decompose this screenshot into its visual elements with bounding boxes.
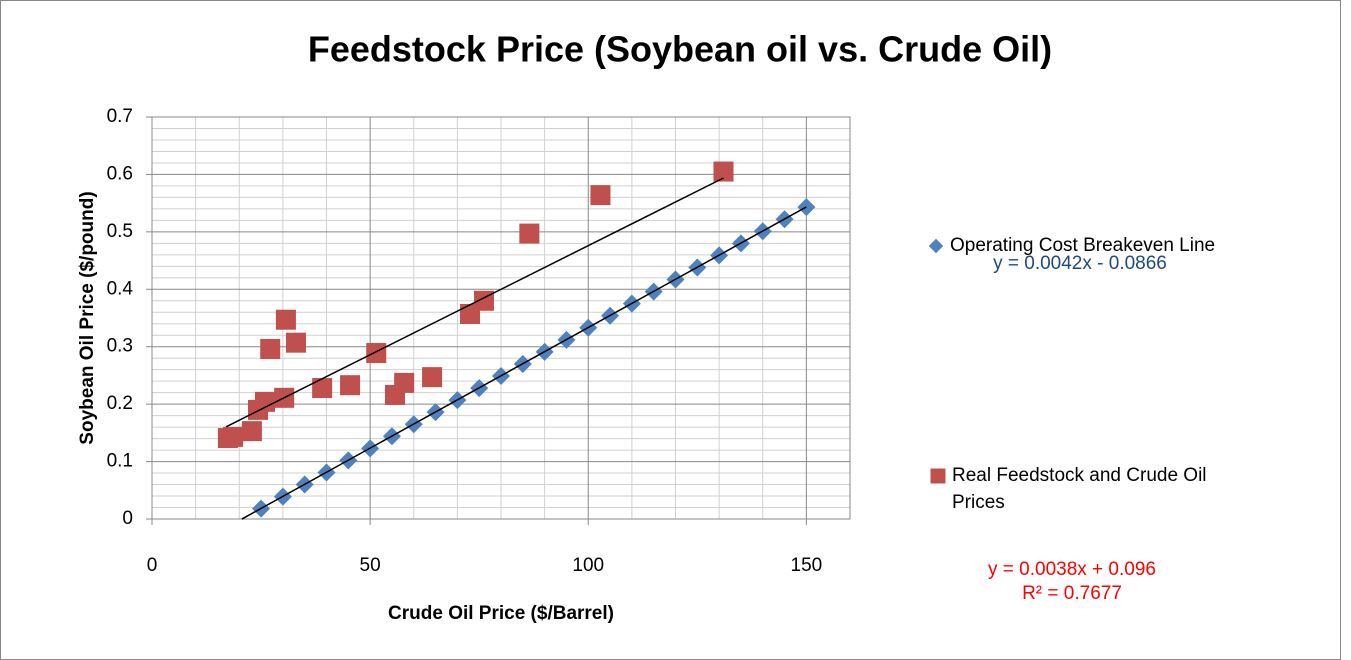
point xyxy=(519,223,540,244)
x-tick-label: 150 xyxy=(791,555,823,576)
y-tick-label: 0.7 xyxy=(107,106,133,127)
trendline xyxy=(225,177,724,428)
point xyxy=(254,391,275,412)
point xyxy=(241,421,262,442)
y-axis-title: Soybean Oil Price ($/pound) xyxy=(77,191,98,444)
point xyxy=(366,343,387,364)
r-squared: R² = 0.7677 xyxy=(1022,583,1122,604)
x-tick-label: 50 xyxy=(360,555,381,576)
trendline-equation: y = 0.0042x - 0.0866 xyxy=(993,253,1167,274)
point xyxy=(394,372,415,393)
x-tick-label: 0 xyxy=(147,555,158,576)
point xyxy=(285,332,306,353)
y-tick-label: 0.2 xyxy=(107,393,133,414)
y-tick-label: 0.6 xyxy=(107,163,133,184)
point xyxy=(713,161,734,182)
x-tick-label: 100 xyxy=(572,555,604,576)
point xyxy=(590,185,611,206)
trendline xyxy=(241,206,807,520)
point xyxy=(260,339,281,360)
trendline-equation: y = 0.0038x + 0.096 xyxy=(988,559,1156,580)
point xyxy=(275,309,296,330)
y-tick-label: 0 xyxy=(122,508,133,529)
y-tick-label: 0.3 xyxy=(107,336,133,357)
y-tick-label: 0.5 xyxy=(107,221,133,242)
legend-marker xyxy=(930,468,946,484)
plot-border xyxy=(151,116,851,520)
point xyxy=(422,367,443,388)
chart-title: Feedstock Price (Soybean oil vs. Crude O… xyxy=(308,29,1052,70)
legend-label: Real Feedstock and Crude Oil Prices xyxy=(952,465,1207,513)
x-axis-title: Crude Oil Price ($/Barrel) xyxy=(388,603,614,624)
y-tick-label: 0.4 xyxy=(107,278,134,299)
point xyxy=(312,378,333,399)
point xyxy=(340,375,361,396)
point xyxy=(223,426,244,447)
y-tick-label: 0.1 xyxy=(107,451,133,472)
legend-label: Operating Cost Breakeven Line xyxy=(950,235,1216,256)
